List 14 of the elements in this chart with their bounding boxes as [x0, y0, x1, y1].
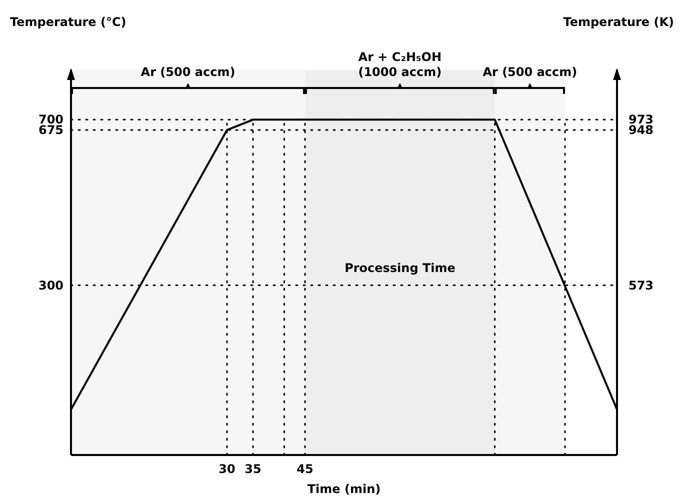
band-label: Ar + C₂H₅OH (1000 accm) — [358, 50, 442, 79]
y2-tick-label: 948 — [628, 123, 654, 138]
x-tick-label: 45 — [296, 462, 314, 476]
y-tick-label: 300 — [38, 278, 64, 292]
band-label: Ar (500 accm) — [482, 65, 578, 79]
x-tick-label: 35 — [244, 462, 262, 476]
band-label: Ar (500 accm) — [140, 65, 236, 79]
y2-tick-label: 573 — [628, 278, 654, 292]
x-tick-label: 30 — [218, 462, 236, 476]
annotation: Processing Time — [344, 261, 456, 275]
y-axis-title: Temperature (°C) — [10, 15, 126, 29]
y2-axis-title: Temperature (K) — [563, 15, 674, 29]
y-tick-label: 675 — [38, 123, 64, 138]
x-axis-title: Time (min) — [307, 482, 381, 496]
